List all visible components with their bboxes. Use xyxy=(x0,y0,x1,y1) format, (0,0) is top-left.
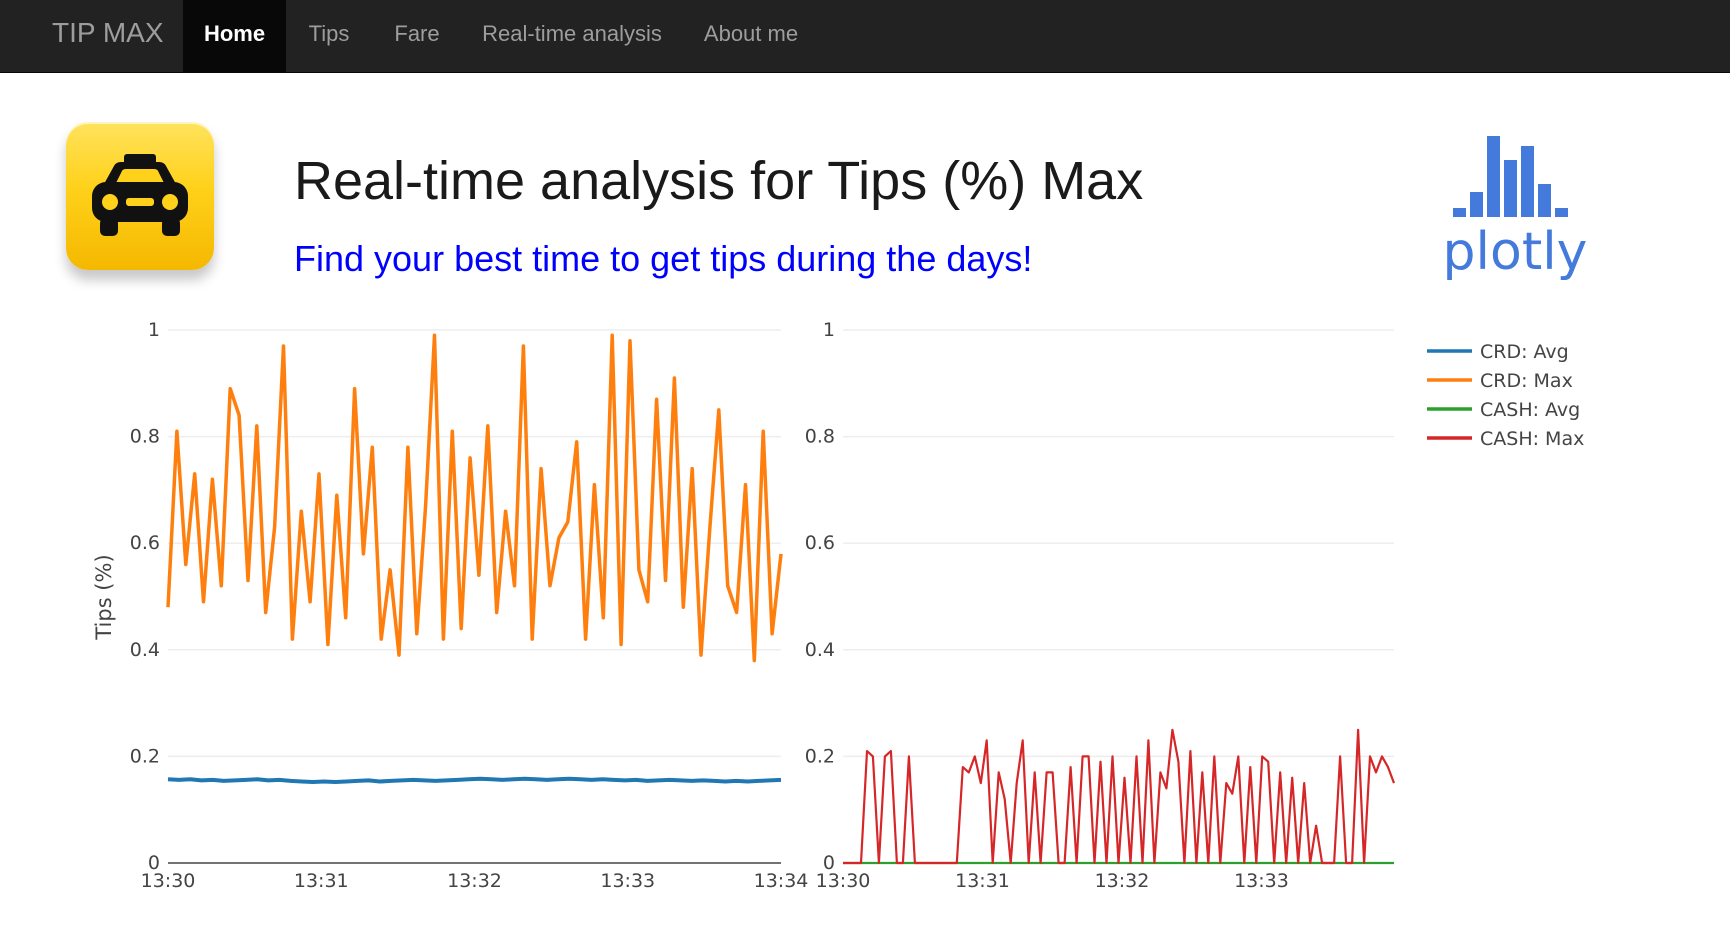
y-tick-label: 0.6 xyxy=(130,532,160,554)
nav-about-me[interactable]: About me xyxy=(703,21,799,46)
y-tick-label: 0.2 xyxy=(130,745,160,767)
x-tick-label: 13:30 xyxy=(816,870,871,892)
nav-home[interactable]: Home xyxy=(183,0,286,72)
plotly-logo[interactable]: plotly xyxy=(1440,132,1590,282)
page-subtitle: Find your best time to get tips during t… xyxy=(294,238,1033,279)
series-line-crd-max xyxy=(166,333,783,663)
y-tick-label: 0.6 xyxy=(805,532,835,554)
x-tick-label: 13:32 xyxy=(1095,870,1150,892)
series-line-cash-max xyxy=(843,728,1396,865)
y-tick-label: 1 xyxy=(148,319,160,341)
y-tick-label: 1 xyxy=(823,319,835,341)
taxi-icon xyxy=(92,154,188,236)
x-tick-label: 13:32 xyxy=(447,870,502,892)
nav-real-time-analysis[interactable]: Real-time analysis xyxy=(482,21,662,46)
top-navbar: TIP MAX Home Tips Fare Real-time analysi… xyxy=(0,0,1730,73)
legend-entry: CRD: Avg xyxy=(1480,341,1569,363)
taxi-logo xyxy=(66,122,214,270)
x-tick-label: 13:33 xyxy=(1234,870,1289,892)
bar-chart-icon xyxy=(1453,136,1568,217)
x-tick-label: 13:30 xyxy=(141,870,196,892)
y-tick-label: 0 xyxy=(823,852,835,874)
series-line-crd-avg xyxy=(167,776,782,784)
y-tick-label: 0.4 xyxy=(130,639,160,661)
tips-charts[interactable]: 0 0.2 0.4 0.6 0.8 1 13:30 13:31 13:32 13:33 13:34 0… xyxy=(0,300,1730,900)
x-tick-label: 13:33 xyxy=(600,870,655,892)
x-tick-label: 13:31 xyxy=(294,870,349,892)
y-tick-label: 0.8 xyxy=(805,426,835,448)
y-tick-label: 0 xyxy=(148,852,160,874)
plotly-logo-text: plotly xyxy=(1442,222,1588,282)
nav-tips[interactable]: Tips xyxy=(308,21,350,46)
legend-entry: CASH: Avg xyxy=(1480,399,1580,421)
y-tick-label: 0.4 xyxy=(805,639,835,661)
brand-link[interactable]: TIP MAX xyxy=(52,17,164,48)
nav-fare[interactable]: Fare xyxy=(394,21,440,46)
y-axis-title: Tips (%) xyxy=(92,554,116,640)
page-title: Real-time analysis for Tips (%) Max xyxy=(294,151,1144,211)
x-tick-label: 13:31 xyxy=(955,870,1010,892)
y-tick-label: 0.8 xyxy=(130,426,160,448)
legend-entry: CRD: Max xyxy=(1480,370,1573,392)
legend-entry: CASH: Max xyxy=(1480,428,1584,450)
x-tick-label: 13:34 xyxy=(754,870,809,892)
y-tick-label: 0.2 xyxy=(805,745,835,767)
